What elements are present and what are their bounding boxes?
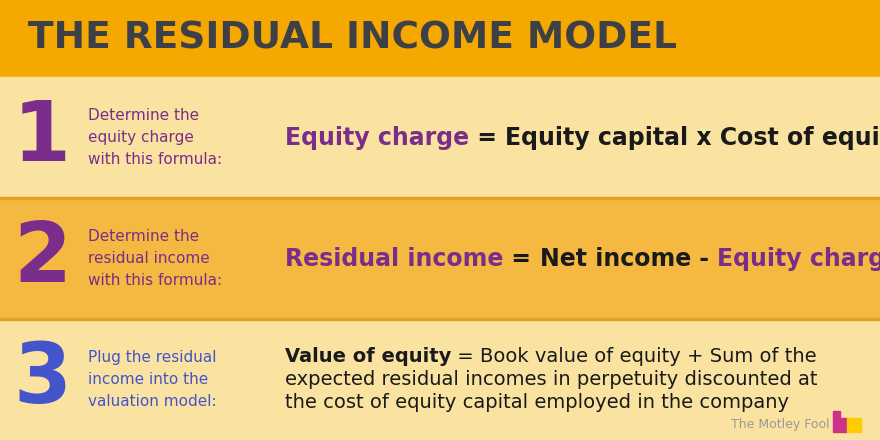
Text: Equity capital x Cost of equity: Equity capital x Cost of equity [505,125,880,150]
Text: THE RESIDUAL INCOME MODEL: THE RESIDUAL INCOME MODEL [28,21,677,56]
Bar [0,198,880,319]
Text: -: - [691,246,717,271]
Text: Equity charge: Equity charge [717,246,880,271]
Text: Plug the residual
income into the
valuation model:: Plug the residual income into the valuat… [88,350,216,409]
Text: the cost of equity capital employed in the company: the cost of equity capital employed in t… [285,393,789,412]
Text: =: = [469,125,505,150]
Bar [847,418,861,432]
Text: Determine the
equity charge
with this formula:: Determine the equity charge with this fo… [88,108,222,167]
Text: Net income: Net income [539,246,691,271]
Text: expected residual incomes in perpetuity discounted at: expected residual incomes in perpetuity … [285,370,818,389]
Bar [0,0,880,77]
Text: The Motley Fool: The Motley Fool [731,418,830,430]
Bar [833,418,847,432]
Text: Equity charge: Equity charge [285,125,469,150]
Text: 3: 3 [13,339,71,420]
Bar [833,411,840,418]
Text: Value of equity: Value of equity [285,347,451,366]
Text: =: = [503,246,539,271]
Text: 2: 2 [13,218,71,299]
Bar [0,77,880,198]
Text: 1: 1 [13,97,71,178]
Text: = Book value of equity + Sum of the: = Book value of equity + Sum of the [451,347,817,366]
Text: Determine the
residual income
with this formula:: Determine the residual income with this … [88,229,222,288]
Bar [0,319,880,440]
Text: Residual income: Residual income [285,246,503,271]
